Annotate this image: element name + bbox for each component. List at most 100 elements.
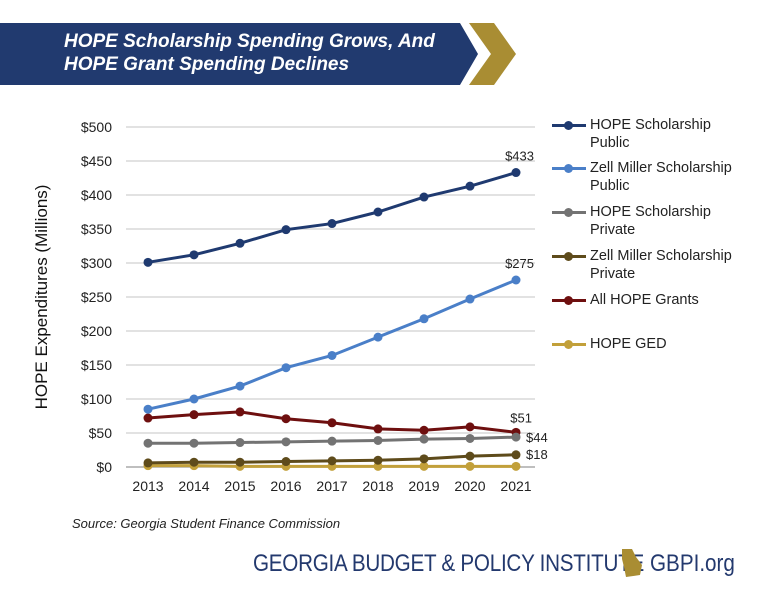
data-point [327, 456, 337, 466]
data-point [373, 435, 383, 445]
legend-label: HOPE GED [590, 335, 667, 353]
data-label: $51 [510, 410, 532, 425]
data-point [465, 422, 475, 432]
data-point [511, 461, 521, 471]
legend-label-line: Private [590, 222, 636, 238]
data-point [327, 350, 337, 360]
series-line [147, 171, 517, 264]
legend-marker [564, 296, 573, 305]
data-point [235, 407, 245, 417]
data-point [373, 455, 383, 465]
x-tick-label: 2021 [500, 478, 531, 494]
y-tick-label: $50 [89, 425, 113, 441]
data-point [465, 181, 475, 191]
legend-label-line: HOPE GED [590, 336, 667, 352]
data-point [281, 363, 291, 373]
data-point [189, 457, 199, 467]
data-point [235, 438, 245, 448]
series-line [147, 278, 517, 411]
x-tick-label: 2016 [270, 478, 301, 494]
legend-label-line: Public [590, 178, 630, 194]
data-point [143, 404, 153, 414]
legend-label: HOPE Scholarship Public [590, 116, 711, 152]
x-tick-label: 2014 [178, 478, 209, 494]
x-tick-label: 2018 [362, 478, 393, 494]
x-tick-label: 2019 [408, 478, 439, 494]
legend-label: HOPE Scholarship Private [590, 203, 711, 239]
legend-label: Zell Miller Scholarship Public [590, 159, 732, 195]
data-point [419, 454, 429, 464]
legend-label-line: HOPE Scholarship [590, 204, 711, 220]
data-point [511, 168, 521, 178]
org-website[interactable]: GBPI.org [650, 550, 735, 577]
legend-label-line: Private [590, 266, 636, 282]
data-point [465, 294, 475, 304]
legend-label: All HOPE Grants [590, 291, 699, 309]
legend-marker [564, 121, 573, 130]
legend-label-line: Zell Miller Scholarship [590, 160, 732, 176]
data-point [373, 207, 383, 217]
y-tick-label: $0 [96, 459, 112, 475]
data-point [373, 332, 383, 342]
data-point [465, 461, 475, 471]
y-tick-label: $400 [81, 187, 112, 203]
data-point [235, 457, 245, 467]
data-label: $18 [526, 447, 548, 462]
y-tick-label: $100 [81, 391, 112, 407]
x-tick-label: 2017 [316, 478, 347, 494]
data-point [143, 438, 153, 448]
y-tick-label: $500 [81, 119, 112, 135]
x-tick-label: 2020 [454, 478, 485, 494]
chevron-icon [469, 23, 516, 85]
data-point [143, 257, 153, 267]
data-point [281, 457, 291, 467]
data-point [281, 437, 291, 447]
data-point [511, 275, 521, 285]
legend-marker [564, 164, 573, 173]
x-tick-label: 2015 [224, 478, 255, 494]
data-point [373, 424, 383, 434]
org-name: GEORGIA BUDGET & POLICY INSTITUTE [253, 550, 645, 577]
data-point [511, 432, 521, 442]
data-label: $275 [505, 256, 534, 271]
legend-label: Zell Miller Scholarship Private [590, 247, 732, 283]
data-point [419, 192, 429, 202]
data-point [511, 450, 521, 460]
data-point [143, 458, 153, 468]
legend-label-line: All HOPE Grants [590, 292, 699, 308]
y-tick-label: $450 [81, 153, 112, 169]
data-point [419, 461, 429, 471]
georgia-map-icon [622, 549, 642, 577]
data-label: $44 [526, 430, 548, 445]
data-point [189, 394, 199, 404]
legend-label-line: Zell Miller Scholarship [590, 248, 732, 264]
y-tick-label: $300 [81, 255, 112, 271]
chart-title: HOPE Scholarship Spending Grows, And HOP… [64, 31, 435, 75]
legend-label-line: Public [590, 135, 630, 151]
source-note: Source: Georgia Student Finance Commissi… [72, 516, 341, 531]
data-point [281, 414, 291, 424]
y-axis-label: HOPE Expenditures (Millions) [32, 185, 51, 410]
data-point [235, 381, 245, 391]
title-banner [0, 23, 516, 85]
legend-marker [564, 340, 573, 349]
y-tick-label: $350 [81, 221, 112, 237]
y-tick-label: $250 [81, 289, 112, 305]
data-point [465, 433, 475, 443]
y-tick-label: $150 [81, 357, 112, 373]
data-point [235, 238, 245, 248]
banner-arrow [0, 23, 478, 85]
data-point [419, 434, 429, 444]
data-point [281, 225, 291, 235]
data-point [189, 410, 199, 420]
data-point [189, 438, 199, 448]
legend-marker [564, 208, 573, 217]
legend-label-line: HOPE Scholarship [590, 117, 711, 133]
legend-marker [564, 252, 573, 261]
data-point [189, 250, 199, 260]
y-tick-label: $200 [81, 323, 112, 339]
x-tick-label: 2013 [132, 478, 163, 494]
data-point [327, 219, 337, 229]
data-point [419, 425, 429, 435]
